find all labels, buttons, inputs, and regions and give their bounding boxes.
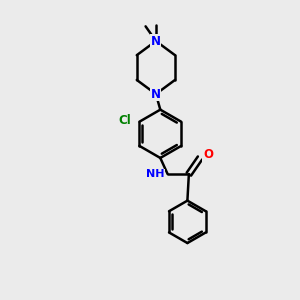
Text: NH: NH: [146, 169, 164, 179]
Text: N: N: [151, 88, 161, 100]
Text: N: N: [151, 34, 161, 48]
Text: O: O: [203, 148, 213, 161]
Text: Cl: Cl: [118, 114, 131, 127]
